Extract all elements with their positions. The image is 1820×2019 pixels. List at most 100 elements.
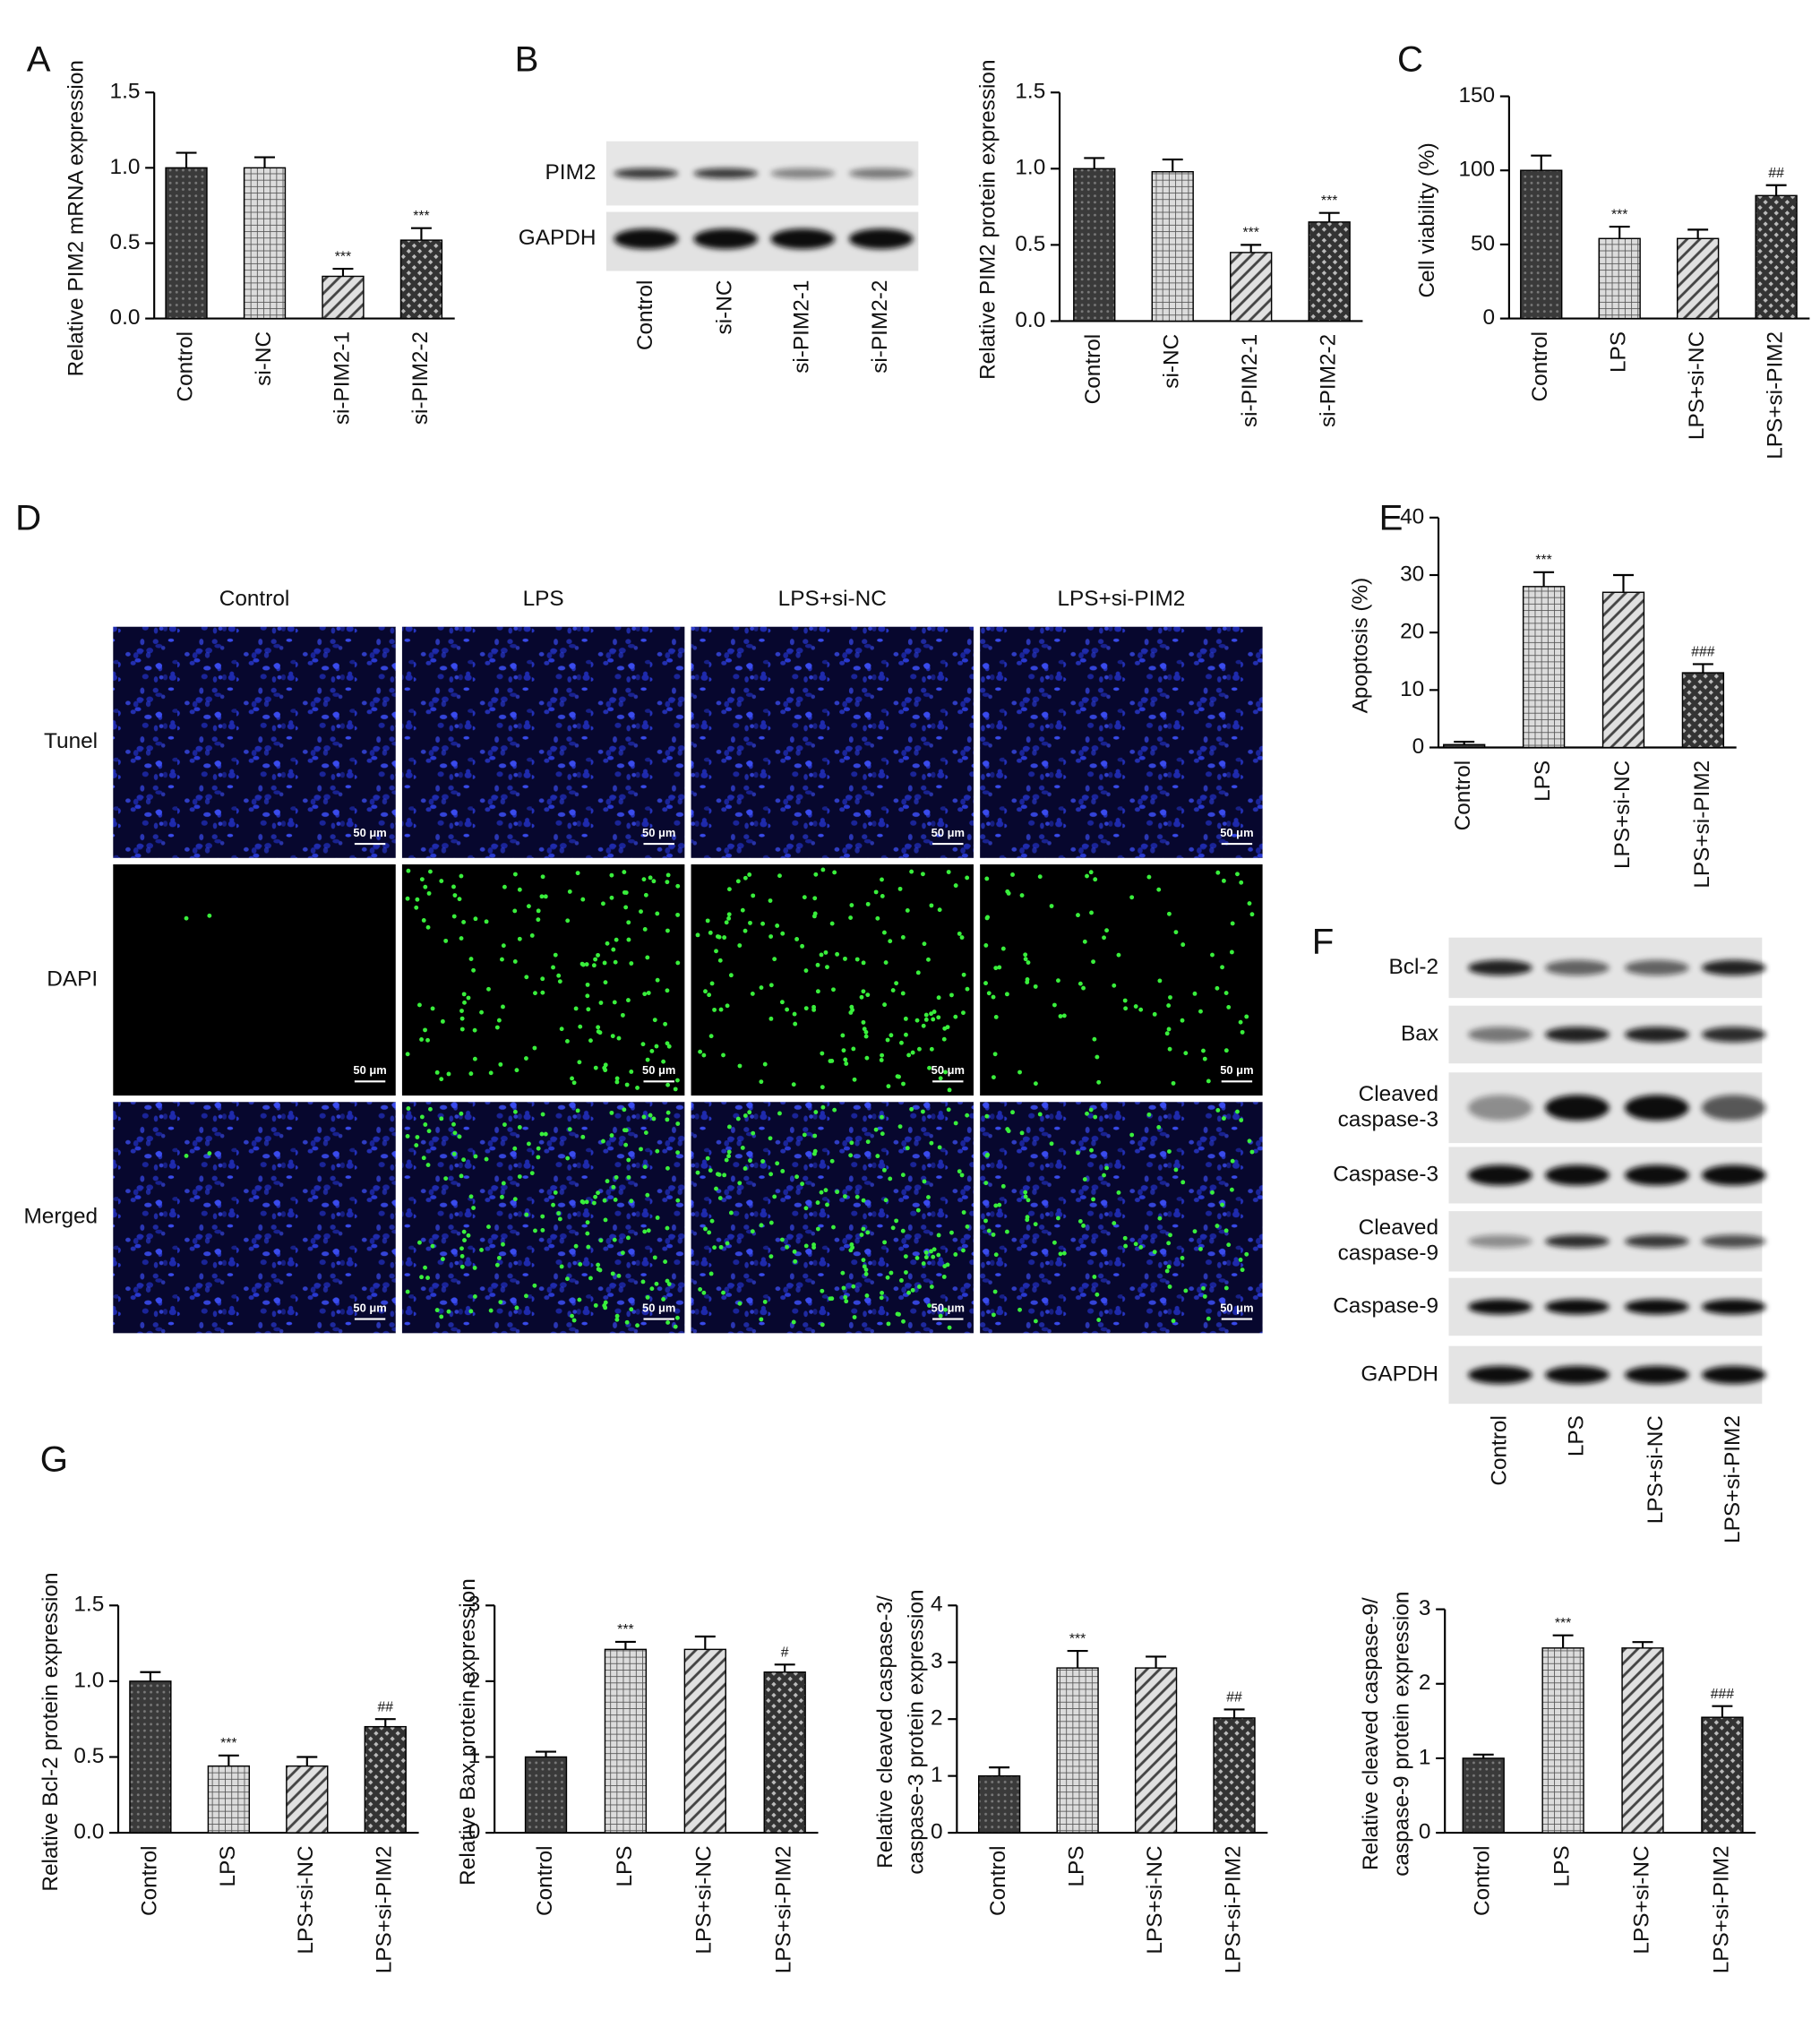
apoptotic-cell	[861, 1258, 866, 1263]
x-tick-label: si-PIM2-1	[330, 331, 354, 425]
apoptotic-cell	[430, 1243, 435, 1249]
apoptotic-cell	[777, 873, 782, 879]
blot-band	[693, 228, 759, 250]
apoptotic-cell	[751, 893, 756, 898]
apoptotic-cell	[675, 912, 681, 917]
apoptotic-cell	[468, 1071, 474, 1077]
y-tick-label: 1.5	[1015, 80, 1045, 104]
apoptotic-cell	[665, 1278, 670, 1284]
apoptotic-cell	[737, 1063, 743, 1069]
bar	[129, 1680, 172, 1834]
y-axis-title: Relative Bax protein expression	[456, 1578, 480, 1886]
apoptotic-cell	[439, 1116, 444, 1121]
apoptotic-cell	[707, 992, 712, 998]
y-tick-label: 2	[1419, 1671, 1431, 1695]
apoptotic-cell	[1215, 870, 1221, 875]
apoptotic-cell	[626, 920, 631, 925]
x-tick-label: LPS+si-NC	[1610, 760, 1635, 869]
apoptotic-cell	[965, 875, 970, 881]
apoptotic-cell	[405, 1052, 410, 1057]
column-header: LPS	[523, 587, 564, 611]
apoptotic-cell	[486, 1224, 491, 1230]
y-tick-label: 0.0	[1015, 308, 1045, 332]
apoptotic-cell	[585, 993, 590, 999]
blot-band	[1468, 959, 1532, 976]
apoptotic-cell	[674, 1315, 680, 1320]
bar	[1230, 252, 1273, 322]
apoptotic-cell	[551, 1202, 555, 1207]
apoptotic-cell	[748, 920, 752, 925]
apoptotic-cell	[641, 877, 647, 882]
y-tick-label: 0.0	[73, 1820, 104, 1844]
apoptotic-cell	[593, 1194, 598, 1199]
significance-label: ***	[1242, 226, 1258, 241]
apoptotic-cell	[423, 1122, 428, 1127]
apoptotic-cell	[1239, 1118, 1244, 1122]
apoptotic-cell	[931, 1247, 937, 1252]
scale-bar-label: 50 μm	[1220, 826, 1253, 839]
apoptotic-cell	[760, 1159, 766, 1164]
apoptotic-cell	[1061, 1013, 1067, 1018]
apoptotic-cell	[417, 1240, 422, 1245]
blot-row-label: GAPDH	[519, 226, 597, 250]
apoptotic-cell	[459, 936, 464, 941]
apoptotic-cell	[779, 1237, 785, 1242]
apoptotic-cell	[922, 941, 927, 947]
micrograph	[980, 863, 1263, 1096]
apoptotic-cell	[843, 1057, 848, 1062]
apoptotic-cell	[718, 1007, 724, 1012]
apoptotic-cell	[1061, 1250, 1067, 1256]
bar	[322, 275, 365, 320]
x-tick-label: si-NC	[252, 331, 276, 386]
apoptotic-cell	[768, 983, 774, 988]
bar	[1701, 1716, 1744, 1834]
scale-bar-label: 50 μm	[353, 1301, 386, 1314]
apoptotic-cell	[921, 1261, 926, 1266]
apoptotic-cell	[983, 1181, 989, 1186]
blot-row-label: Cleaved	[1359, 1216, 1438, 1240]
apoptotic-cell	[536, 1146, 541, 1151]
apoptotic-cell	[844, 1061, 849, 1066]
apoptotic-cell	[748, 1158, 752, 1164]
apoptotic-cell	[780, 1169, 786, 1173]
apoptotic-cell	[629, 1199, 634, 1204]
apoptotic-cell	[726, 1154, 732, 1159]
apoptotic-cell	[1129, 1132, 1135, 1138]
apoptotic-cell	[813, 872, 819, 877]
apoptotic-cell	[626, 1174, 631, 1180]
apoptotic-cell	[1023, 952, 1028, 958]
apoptotic-cell	[1220, 1202, 1224, 1207]
apoptotic-cell	[901, 1081, 906, 1087]
apoptotic-cell	[841, 1285, 846, 1291]
apoptotic-cell	[1166, 1264, 1172, 1269]
apoptotic-cell	[743, 875, 748, 881]
apoptotic-cell	[494, 1025, 500, 1030]
micrograph	[113, 1102, 396, 1334]
apoptotic-cell	[443, 1176, 449, 1181]
y-tick-label: 100	[1458, 158, 1495, 182]
apoptotic-cell	[423, 1265, 427, 1270]
apoptotic-cell	[419, 1275, 424, 1280]
apoptotic-cell	[532, 1045, 537, 1051]
apoptotic-cell	[1157, 1216, 1163, 1221]
apoptotic-cell	[1091, 959, 1095, 965]
apoptotic-cell	[717, 1196, 723, 1201]
apoptotic-cell	[451, 884, 456, 889]
apoptotic-cell	[613, 959, 618, 965]
apoptotic-cell	[665, 872, 671, 878]
apoptotic-cell	[406, 868, 411, 873]
apoptotic-cell	[803, 968, 809, 973]
apoptotic-cell	[646, 1228, 651, 1233]
apoptotic-cell	[612, 1237, 617, 1242]
apoptotic-cell	[803, 1006, 809, 1011]
apoptotic-cell	[823, 1188, 828, 1193]
y-tick-label: 40	[1400, 504, 1424, 528]
blot-lane-label: Control	[633, 280, 657, 351]
apoptotic-cell	[889, 1033, 894, 1038]
apoptotic-cell	[665, 880, 670, 885]
apoptotic-cell	[1226, 1004, 1232, 1010]
apoptotic-cell	[675, 960, 681, 966]
apoptotic-cell	[986, 991, 992, 996]
apoptotic-cell	[468, 1309, 474, 1314]
apoptotic-cell	[899, 1278, 904, 1283]
